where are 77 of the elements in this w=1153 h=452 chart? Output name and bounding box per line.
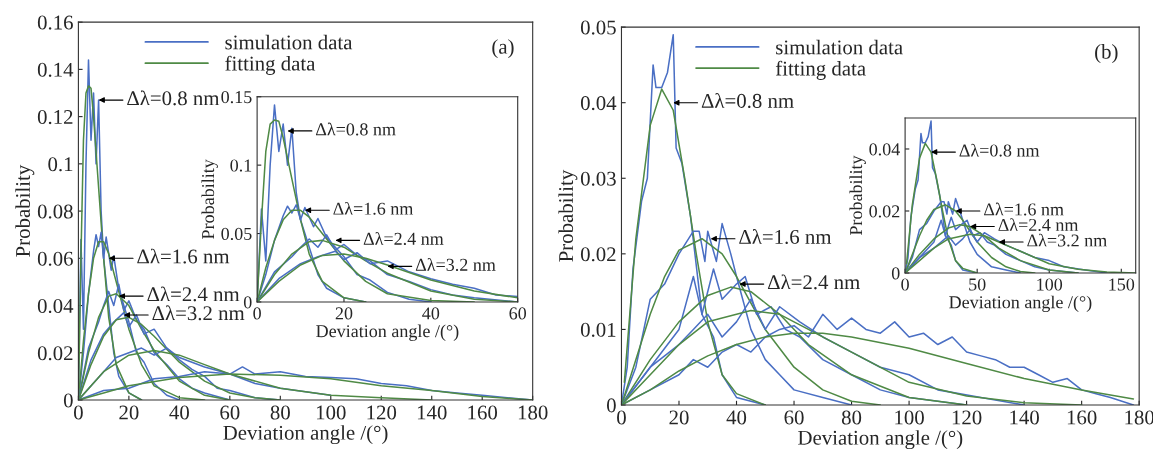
x-tick-label: 0 [901, 278, 909, 291]
annotation: Δλ=1.6 nm [333, 201, 414, 215]
annotation: Δλ=0.8 nm [701, 93, 794, 108]
y-tick-label: 0.05 [580, 20, 616, 35]
annotation: Δλ=0.8 nm [127, 90, 220, 106]
annotation: Δλ=2.4 nm [998, 218, 1079, 232]
x-tick-label: 20 [335, 307, 353, 320]
y-tick-label: 0.02 [580, 247, 616, 262]
y-tick-label: 0 [891, 267, 900, 280]
annotation: Δλ=0.8 nm [959, 143, 1040, 157]
x-tick-label: 40 [726, 410, 747, 425]
x-tick-label: 160 [468, 405, 498, 420]
y-tick-label: 0.04 [580, 96, 617, 111]
y-tick-label: 0 [63, 393, 73, 408]
x-tick-label: 80 [841, 410, 862, 425]
annotation: Δλ=0.8 nm [315, 122, 396, 136]
y-axis-title: Probability [201, 159, 218, 239]
y-tick-label: 0.04 [869, 143, 900, 156]
x-tick-label: 140 [417, 405, 447, 420]
x-tick-label: 20 [119, 405, 139, 420]
x-tick-label: 100 [1037, 278, 1063, 291]
legend-label: simulation data [776, 39, 903, 55]
annotation: (b) [1095, 44, 1118, 64]
legend-label: fitting data [225, 55, 316, 75]
y-tick-label: 0.14 [37, 62, 74, 77]
legend-label: simulation data [225, 34, 353, 50]
x-tick-label: 180 [1125, 410, 1153, 425]
y-tick-label: 0.02 [37, 346, 73, 361]
y-tick-label: 0.05 [221, 227, 252, 241]
y-tick-label: 0.12 [37, 109, 73, 125]
x-tick-label: 140 [1010, 410, 1039, 425]
y-tick-label: 0.06 [37, 251, 73, 266]
x-tick-label: 0 [253, 307, 261, 320]
annotation: Δλ=3.2 nm [152, 305, 245, 321]
x-axis-title: Deviation angle /(°) [798, 430, 963, 450]
x-tick-label: 100 [316, 405, 346, 420]
y-tick-label: 0.04 [37, 298, 74, 314]
x-tick-label: 80 [270, 405, 290, 420]
x-tick-label: 60 [220, 405, 240, 420]
x-tick-label: 20 [669, 410, 689, 425]
annotation: (a) [492, 39, 514, 59]
legend-label: fitting data [775, 60, 866, 80]
y-tick-label: 0.08 [37, 204, 73, 219]
x-tick-label: 40 [169, 405, 189, 420]
y-tick-label: 0.03 [580, 171, 616, 186]
x-tick-label: 50 [969, 278, 986, 291]
annotation: Δλ=1.6 nm [137, 248, 230, 264]
annotation: Δλ=3.2 nm [415, 258, 496, 271]
y-axis-title: Probability [558, 169, 578, 262]
y-tick-label: 0.16 [37, 15, 73, 30]
y-tick-label: 0 [243, 296, 252, 309]
annotation: Δλ=1.6 nm [984, 202, 1064, 216]
x-tick-label: 120 [367, 405, 397, 420]
annotation: Δλ=2.4 nm [767, 274, 860, 290]
x-axis-title: Deviation angle /(°) [949, 295, 1092, 313]
x-tick-label: 60 [784, 410, 804, 425]
x-axis-title: Deviation angle /(°) [223, 425, 388, 445]
annotation: Δλ=3.2 nm [1027, 233, 1107, 247]
x-axis-title: Deviation angle /(°) [316, 324, 459, 341]
y-axis-title: Probability [15, 164, 35, 257]
x-tick-label: 0 [617, 410, 626, 425]
y-tick-label: 0.1 [230, 159, 252, 172]
x-tick-label: 160 [1067, 410, 1097, 425]
y-axis-title: Probability [849, 155, 866, 236]
x-tick-label: 180 [518, 405, 548, 420]
x-tick-label: 150 [1109, 278, 1135, 291]
x-tick-label: 100 [895, 410, 924, 425]
y-tick-label: 0.15 [221, 90, 252, 104]
x-tick-label: 120 [952, 410, 982, 425]
x-tick-label: 60 [509, 307, 527, 320]
y-tick-label: 0.1 [48, 157, 73, 172]
y-tick-label: 0.02 [869, 205, 900, 218]
annotation: Δλ=2.4 nm [147, 286, 240, 302]
x-tick-label: 40 [422, 307, 440, 320]
annotation: Δλ=2.4 nm [363, 232, 444, 245]
annotation: Δλ=1.6 nm [739, 229, 832, 245]
y-tick-label: 0.01 [580, 322, 616, 337]
